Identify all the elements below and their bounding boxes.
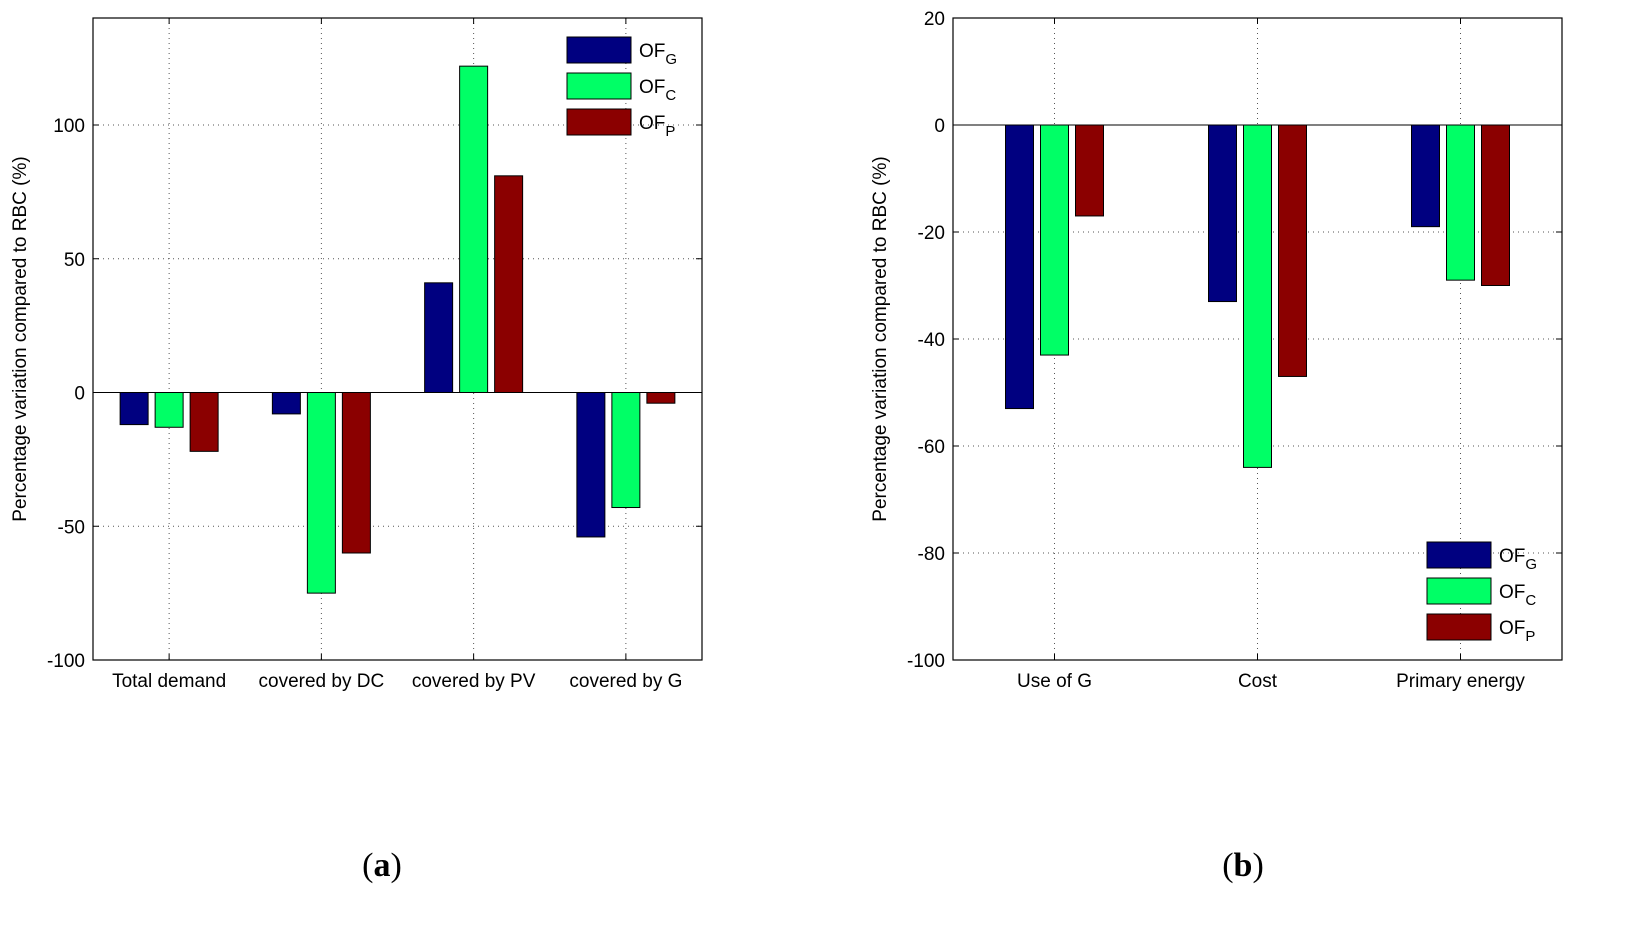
x-tick-label: Total demand (112, 671, 226, 692)
x-tick-label: Use of G (1017, 671, 1092, 692)
legend-label-ofg: OFG (639, 41, 677, 68)
legend-swatch-ofc (566, 72, 632, 100)
bar-ofc-primary-energy (1446, 124, 1475, 281)
x-tick-label: Cost (1238, 671, 1278, 692)
panel-label: (a) (362, 847, 402, 884)
bar-ofg-covered-by-pv (424, 282, 454, 394)
bar-ofg-covered-by-dc (271, 392, 301, 415)
plot-frame (92, 17, 703, 661)
legend-label-ofg: OFG (1499, 546, 1537, 573)
chart-a: -100 -50 0 50 100 Total demand covered by DC co… (10, 17, 703, 884)
y-tick-label: 100 (53, 116, 85, 137)
bar-ofg-cost (1208, 124, 1237, 303)
y-tick-label: -100 (907, 651, 945, 672)
y-axis-label: Percentage variation compared to RBC (%) (870, 156, 891, 521)
bar-ofp-covered-by-dc (341, 392, 371, 554)
legend-swatch-ofg (1426, 541, 1492, 569)
y-tick-label: -20 (918, 223, 945, 244)
bar-ofp-covered-by-g (646, 392, 676, 404)
bar-ofc-covered-by-dc (306, 392, 336, 594)
legend: OFG OFC OFP (566, 36, 677, 140)
bar-ofc-use-of-g (1040, 124, 1069, 356)
y-axis-label: Percentage variation compared to RBC (%) (10, 156, 31, 521)
x-tick-label: covered by G (569, 671, 682, 692)
y-tick-label: 20 (924, 9, 945, 30)
bar-ofg-covered-by-g (576, 392, 606, 538)
legend-label-ofp: OFP (639, 113, 675, 140)
bar-ofg-use-of-g (1005, 124, 1034, 410)
y-tick-label: 0 (74, 384, 85, 405)
x-tick-label: covered by PV (412, 671, 536, 692)
bar-ofp-use-of-g (1075, 124, 1104, 217)
bar-ofg-primary-energy (1411, 124, 1440, 228)
legend-label-ofc: OFC (1499, 582, 1536, 609)
bar-ofp-covered-by-pv (494, 175, 524, 393)
legend-label-ofc: OFC (639, 77, 676, 104)
y-tick-label: -50 (58, 517, 85, 538)
panel-label: (b) (1222, 847, 1264, 884)
y-tick-label: 0 (934, 116, 945, 137)
y-tick-label: -80 (918, 544, 945, 565)
bar-ofp-primary-energy (1481, 124, 1510, 286)
x-tick-label: covered by DC (259, 671, 385, 692)
bar-ofc-total-demand (154, 392, 184, 428)
legend-label-ofp: OFP (1499, 618, 1535, 645)
bar-ofp-cost (1278, 124, 1307, 377)
bar-ofc-cost (1243, 124, 1272, 468)
legend-swatch-ofp (1426, 613, 1492, 641)
x-tick-label: Primary energy (1396, 671, 1525, 692)
legend-swatch-ofg (566, 36, 632, 64)
chart-b: -100 -80 -60 -40 -20 0 20 Use of G Cost Primary e… (870, 9, 1563, 884)
bar-ofp-total-demand (189, 392, 219, 452)
bar-ofc-covered-by-pv (459, 65, 489, 394)
y-tick-label: -40 (918, 330, 945, 351)
legend-swatch-ofp (566, 108, 632, 136)
bar-ofc-covered-by-g (611, 392, 641, 509)
bar-ofg-total-demand (119, 392, 149, 426)
y-tick-label: -60 (918, 437, 945, 458)
legend: OFG OFC OFP (1426, 541, 1537, 645)
y-tick-label: -100 (47, 651, 85, 672)
y-tick-label: 50 (64, 250, 85, 271)
legend-swatch-ofc (1426, 577, 1492, 605)
